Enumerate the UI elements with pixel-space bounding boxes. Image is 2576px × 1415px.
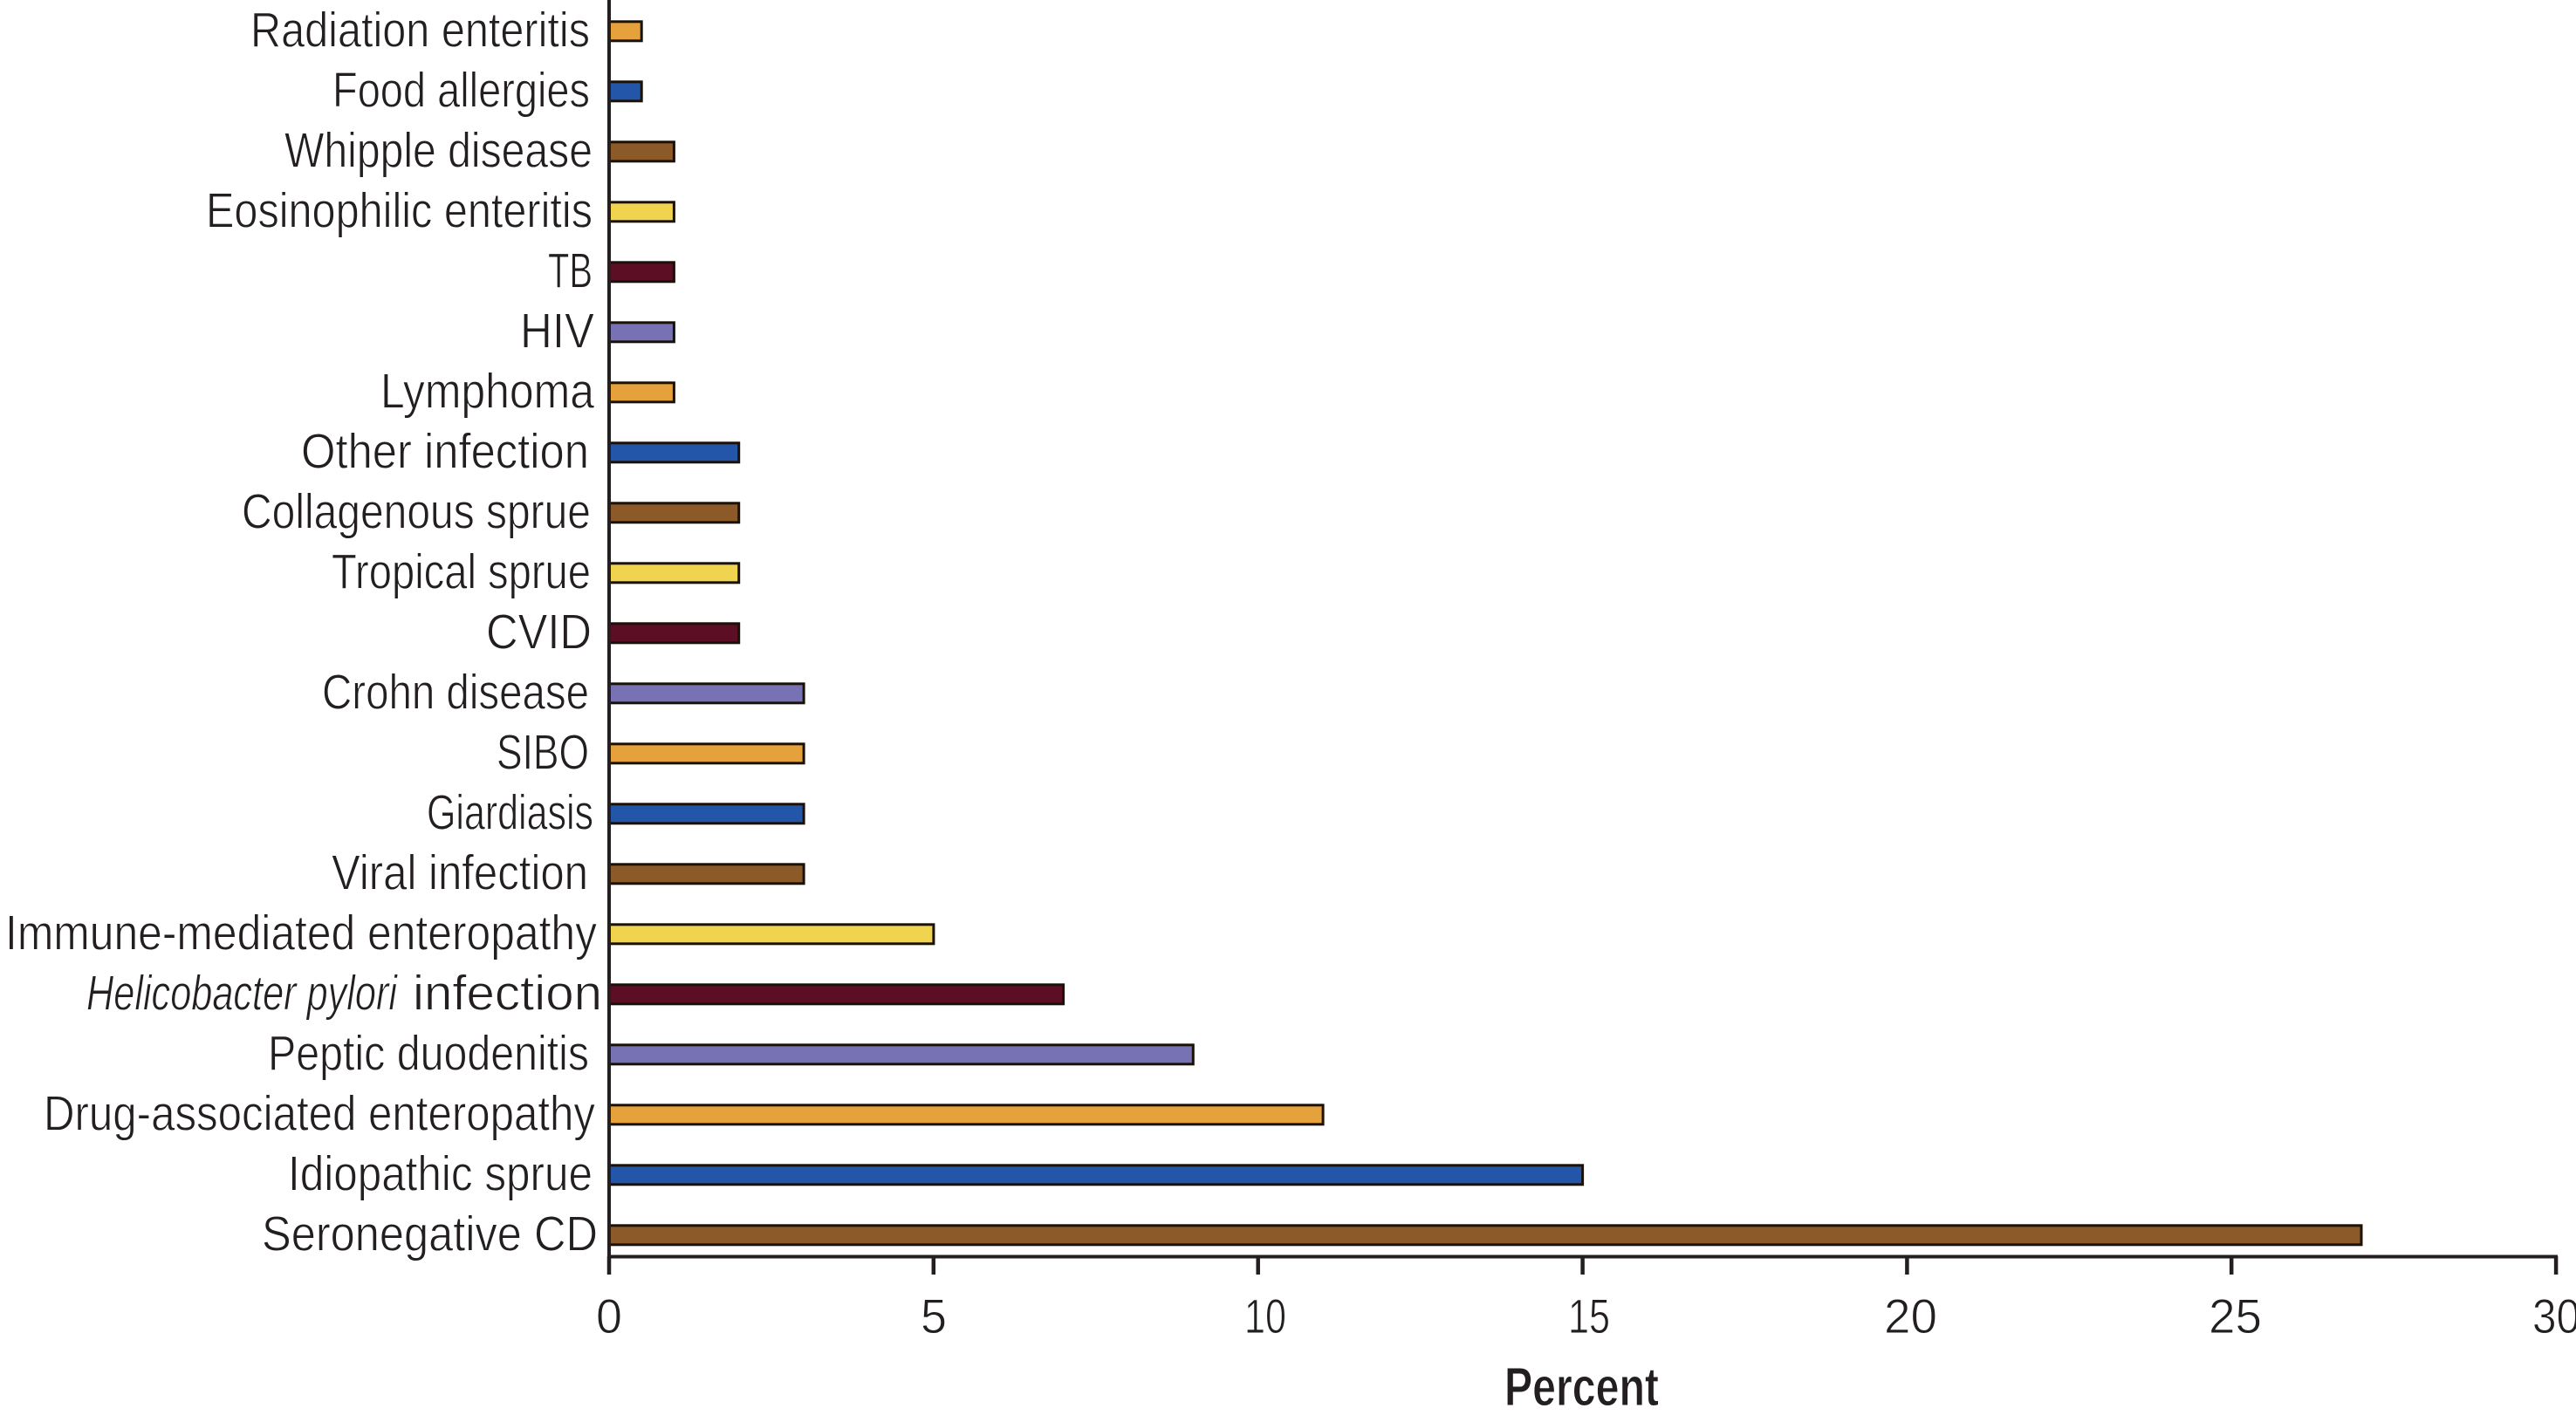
svg-text:Peptic duodenitis: Peptic duodenitis	[268, 1025, 589, 1081]
svg-text:30: 30	[2532, 1289, 2576, 1343]
svg-text:Tropical sprue: Tropical sprue	[332, 543, 591, 599]
svg-text:Eosinophilic enteritis: Eosinophilic enteritis	[206, 182, 593, 238]
svg-text:HIV: HIV	[520, 303, 594, 359]
svg-text:Whipple disease: Whipple disease	[284, 122, 593, 178]
svg-text:Drug-associated enteropathy: Drug-associated enteropathy	[44, 1085, 595, 1141]
svg-text:Other infection: Other infection	[301, 423, 589, 479]
svg-text:Food allergies: Food allergies	[332, 62, 590, 118]
svg-text:Crohn disease: Crohn disease	[322, 664, 589, 720]
svg-text:Lymphoma: Lymphoma	[380, 363, 594, 419]
svg-text:Giardiasis: Giardiasis	[427, 784, 593, 840]
svg-text:25: 25	[2209, 1289, 2262, 1343]
svg-text:20: 20	[1884, 1289, 1937, 1343]
svg-text:Seronegative CD: Seronegative CD	[262, 1206, 598, 1261]
svg-text:Viral infection: Viral infection	[332, 844, 588, 900]
svg-text:CVID: CVID	[486, 604, 592, 660]
svg-text:Radiation enteritis: Radiation enteritis	[250, 2, 590, 58]
svg-text:Collagenous sprue: Collagenous sprue	[242, 483, 591, 539]
svg-text:Percent: Percent	[1504, 1357, 1659, 1415]
svg-text:10: 10	[1244, 1289, 1286, 1343]
svg-text:0: 0	[596, 1289, 622, 1343]
svg-text:5: 5	[921, 1289, 947, 1343]
svg-text:Idiopathic sprue: Idiopathic sprue	[288, 1145, 593, 1201]
svg-text:SIBO: SIBO	[497, 724, 589, 780]
svg-text:15: 15	[1568, 1289, 1610, 1343]
svg-text:Immune-mediated enteropathy: Immune-mediated enteropathy	[5, 905, 597, 960]
svg-text:TB: TB	[548, 243, 593, 298]
